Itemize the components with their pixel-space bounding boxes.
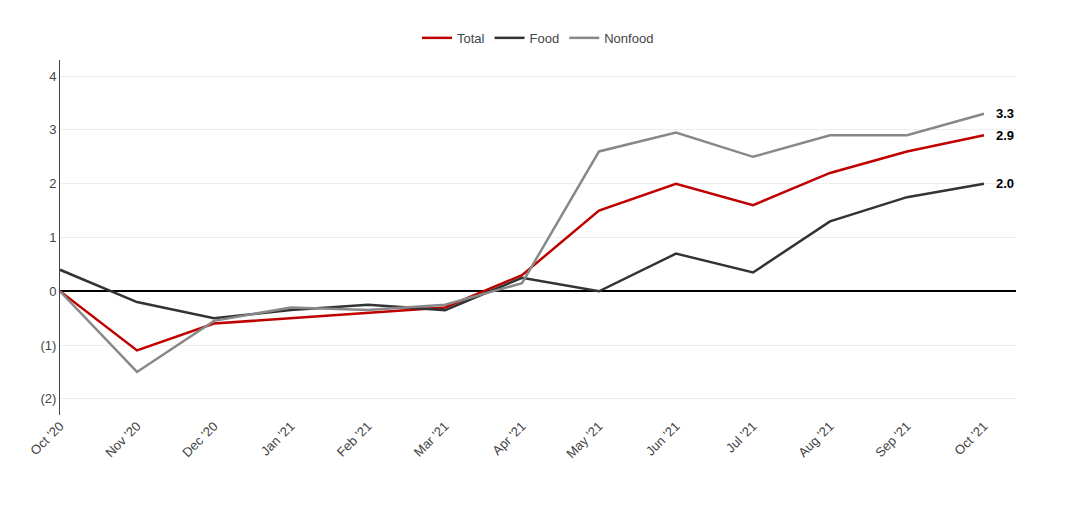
svg-text:Dec '20: Dec '20 <box>179 419 220 460</box>
svg-text:Sep '21: Sep '21 <box>872 419 913 460</box>
svg-text:2.0: 2.0 <box>996 176 1014 191</box>
svg-text:Nonfood: Nonfood <box>604 31 653 46</box>
svg-text:(1): (1) <box>41 338 57 353</box>
svg-text:3.3: 3.3 <box>996 106 1014 121</box>
svg-text:Jan '21: Jan '21 <box>258 419 298 459</box>
svg-text:Jun '21: Jun '21 <box>643 419 683 459</box>
svg-text:4: 4 <box>49 69 56 84</box>
svg-text:Total: Total <box>457 31 485 46</box>
svg-text:Nov '20: Nov '20 <box>102 419 143 460</box>
svg-text:(2): (2) <box>41 391 57 406</box>
svg-text:1: 1 <box>49 230 56 245</box>
svg-text:Apr '21: Apr '21 <box>489 419 528 458</box>
svg-text:Food: Food <box>530 31 560 46</box>
svg-text:Jul '21: Jul '21 <box>723 419 760 456</box>
svg-text:Aug '21: Aug '21 <box>795 419 836 460</box>
svg-text:Feb '21: Feb '21 <box>334 419 375 460</box>
svg-text:0: 0 <box>49 284 56 299</box>
svg-text:Oct '21: Oct '21 <box>951 419 990 458</box>
svg-text:3: 3 <box>49 122 56 137</box>
svg-text:Oct '20: Oct '20 <box>27 419 66 458</box>
svg-text:2.9: 2.9 <box>996 128 1014 143</box>
svg-text:2: 2 <box>49 176 56 191</box>
svg-text:May '21: May '21 <box>563 419 606 462</box>
svg-text:Mar '21: Mar '21 <box>411 419 452 460</box>
